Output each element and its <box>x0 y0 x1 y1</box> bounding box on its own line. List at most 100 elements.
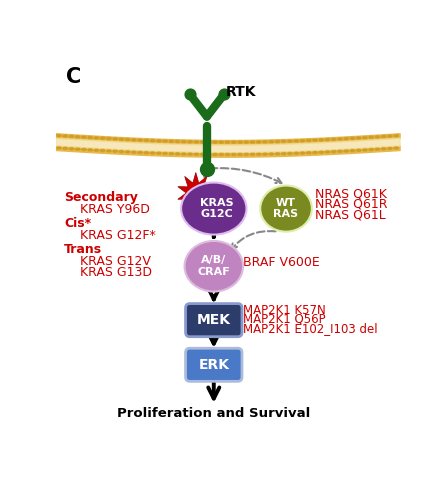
Ellipse shape <box>338 138 342 140</box>
Ellipse shape <box>157 140 161 142</box>
Text: A/B/
CRAF: A/B/ CRAF <box>198 256 230 277</box>
Ellipse shape <box>363 137 367 139</box>
Ellipse shape <box>357 149 361 151</box>
Ellipse shape <box>225 154 230 156</box>
Ellipse shape <box>275 141 280 142</box>
Ellipse shape <box>144 139 149 142</box>
Ellipse shape <box>107 138 111 140</box>
Ellipse shape <box>281 140 286 142</box>
Ellipse shape <box>313 139 317 142</box>
Ellipse shape <box>357 137 361 139</box>
Ellipse shape <box>169 140 174 142</box>
Ellipse shape <box>369 148 373 151</box>
Text: WT
RAS: WT RAS <box>274 198 299 219</box>
Point <box>221 90 228 98</box>
FancyBboxPatch shape <box>186 348 242 382</box>
Ellipse shape <box>300 152 305 154</box>
Ellipse shape <box>88 149 92 151</box>
Text: NRAS Q61R: NRAS Q61R <box>315 198 388 211</box>
Ellipse shape <box>225 141 230 143</box>
Ellipse shape <box>69 148 74 150</box>
Text: NRAS Q61K: NRAS Q61K <box>315 187 387 200</box>
Ellipse shape <box>238 141 242 143</box>
Ellipse shape <box>375 136 380 138</box>
Ellipse shape <box>63 147 67 149</box>
Ellipse shape <box>257 153 261 156</box>
Ellipse shape <box>206 153 211 156</box>
Ellipse shape <box>75 148 80 150</box>
Ellipse shape <box>375 148 380 150</box>
Ellipse shape <box>94 149 99 151</box>
Ellipse shape <box>138 151 143 154</box>
Ellipse shape <box>88 137 92 139</box>
Ellipse shape <box>363 149 367 151</box>
Ellipse shape <box>288 152 292 155</box>
Ellipse shape <box>244 141 249 143</box>
Ellipse shape <box>325 139 330 141</box>
Ellipse shape <box>57 147 61 149</box>
Ellipse shape <box>169 153 174 155</box>
Ellipse shape <box>185 241 243 292</box>
Text: KRAS G13D: KRAS G13D <box>79 267 151 280</box>
Ellipse shape <box>344 150 349 152</box>
Ellipse shape <box>288 140 292 142</box>
Ellipse shape <box>100 149 105 152</box>
Ellipse shape <box>206 141 211 143</box>
Point <box>186 90 193 98</box>
Ellipse shape <box>57 135 61 137</box>
Ellipse shape <box>194 141 198 143</box>
Ellipse shape <box>338 150 342 152</box>
Ellipse shape <box>381 135 386 138</box>
Ellipse shape <box>138 139 143 141</box>
Ellipse shape <box>75 136 80 138</box>
Ellipse shape <box>219 153 223 156</box>
Ellipse shape <box>332 151 336 153</box>
Text: MAP2K1 Q56P: MAP2K1 Q56P <box>243 313 325 326</box>
Text: KRAS Y96D: KRAS Y96D <box>79 203 150 216</box>
Ellipse shape <box>69 135 74 138</box>
Ellipse shape <box>325 151 330 153</box>
Ellipse shape <box>350 149 355 152</box>
Ellipse shape <box>125 151 130 153</box>
Ellipse shape <box>219 141 223 143</box>
Ellipse shape <box>163 152 167 155</box>
FancyBboxPatch shape <box>186 304 242 337</box>
Ellipse shape <box>119 138 123 141</box>
Ellipse shape <box>113 138 117 140</box>
Text: KRAS G12V: KRAS G12V <box>79 256 151 268</box>
Ellipse shape <box>107 150 111 152</box>
Ellipse shape <box>163 140 167 142</box>
Ellipse shape <box>82 148 86 151</box>
Text: KRAS
G12C: KRAS G12C <box>200 198 234 219</box>
Ellipse shape <box>319 139 324 141</box>
Ellipse shape <box>263 153 267 155</box>
Text: RTK: RTK <box>226 85 256 99</box>
Ellipse shape <box>300 140 305 142</box>
Text: BRAF V600E: BRAF V600E <box>243 256 320 269</box>
Ellipse shape <box>313 151 317 154</box>
Ellipse shape <box>381 148 386 150</box>
Ellipse shape <box>306 152 311 154</box>
Ellipse shape <box>151 140 155 142</box>
Ellipse shape <box>332 138 336 141</box>
Ellipse shape <box>294 152 298 155</box>
Ellipse shape <box>350 137 355 140</box>
Ellipse shape <box>250 141 255 143</box>
Ellipse shape <box>260 185 312 232</box>
Ellipse shape <box>188 141 192 143</box>
Ellipse shape <box>232 141 236 143</box>
Ellipse shape <box>100 137 105 140</box>
Ellipse shape <box>269 141 274 143</box>
Ellipse shape <box>63 135 67 137</box>
Ellipse shape <box>394 135 398 137</box>
Ellipse shape <box>200 153 205 156</box>
Ellipse shape <box>306 139 311 142</box>
Ellipse shape <box>238 153 242 156</box>
Ellipse shape <box>257 141 261 143</box>
Ellipse shape <box>188 153 192 155</box>
Ellipse shape <box>281 153 286 155</box>
Ellipse shape <box>194 153 198 156</box>
Text: MEK: MEK <box>197 313 231 327</box>
Text: ERK: ERK <box>198 358 229 372</box>
Ellipse shape <box>94 137 99 139</box>
